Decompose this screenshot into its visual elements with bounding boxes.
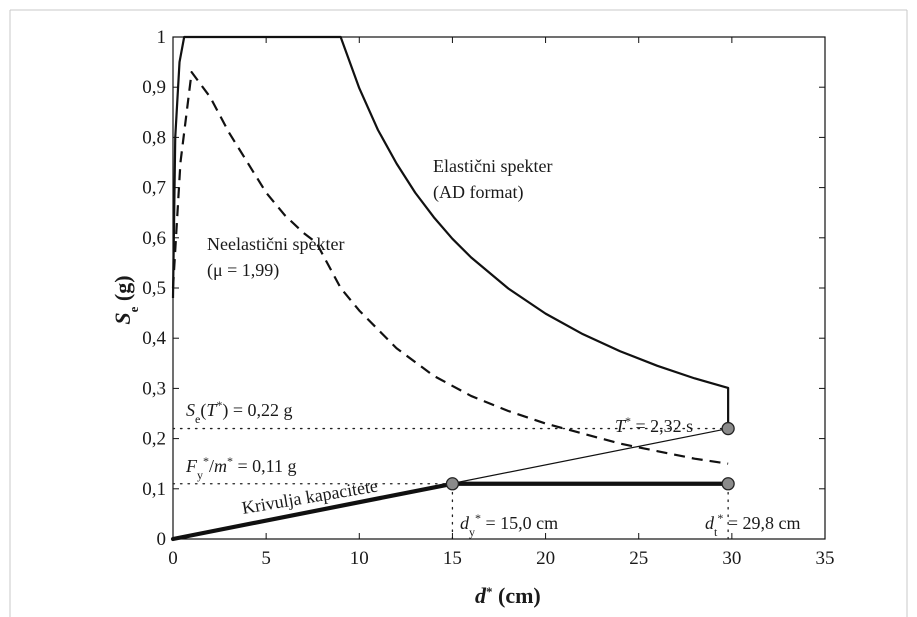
y-axis-title: Se (g) — [110, 275, 141, 324]
reference-lines — [172, 427, 729, 540]
x-tick-label: 15 — [443, 548, 462, 569]
y-tick-label: 0,8 — [142, 127, 166, 148]
y-axis-ticks: 0 0,1 0,2 0,3 0,4 0,5 0,6 0,7 0,8 0,9 1 — [142, 27, 825, 550]
inelastic-spectrum-label-line1: Neelastični spekter — [207, 234, 344, 254]
inelastic-spectrum-label-line2: (μ = 1,99) — [207, 260, 279, 281]
y-tick-label: 0,4 — [142, 328, 166, 349]
fy-value-label: Fy*/m* = 0,11 g — [185, 454, 297, 482]
x-tick-label: 5 — [261, 548, 271, 569]
y-tick-label: 0,9 — [142, 77, 166, 98]
x-tick-label: 0 — [168, 548, 178, 569]
y-tick-label: 0,5 — [142, 278, 166, 299]
elastic-spectrum-label-line1: Elastični spekter — [433, 156, 552, 176]
x-tick-label: 10 — [350, 548, 369, 569]
capacity-point-3 — [721, 421, 735, 436]
x-axis-ticks: 0 5 10 15 20 25 30 35 — [168, 37, 835, 569]
x-tick-label: 20 — [536, 548, 555, 569]
x-tick-label: 30 — [722, 548, 741, 569]
x-tick-label: 35 — [816, 548, 835, 569]
y-tick-label: 0,2 — [142, 429, 166, 450]
y-tick-label: 0,7 — [142, 178, 166, 199]
dt-value-label: dt* = 29,8 cm — [705, 511, 801, 539]
y-tick-label: 0,1 — [142, 479, 166, 500]
capacity-point-1 — [445, 477, 460, 491]
capacity-point-2 — [721, 477, 735, 491]
y-tick-label: 1 — [157, 27, 167, 48]
y-tick-label: 0,3 — [142, 378, 166, 399]
x-axis-title: d* (cm) — [475, 583, 541, 608]
elastic-spectrum-line — [171, 35, 730, 429]
period-label: T* = 2,32 s — [615, 414, 693, 436]
elastic-spectrum-label-line2: (AD format) — [433, 182, 523, 203]
x-tick-label: 25 — [629, 548, 648, 569]
inelastic-spectrum-line — [171, 71, 729, 465]
se-value-label: Se(T*) = 0,22 g — [186, 398, 293, 426]
dy-value-label: dy* = 15,0 cm — [460, 511, 558, 539]
y-tick-label: 0 — [157, 529, 167, 550]
y-tick-label: 0,6 — [142, 228, 166, 249]
capacity-points — [445, 421, 735, 491]
